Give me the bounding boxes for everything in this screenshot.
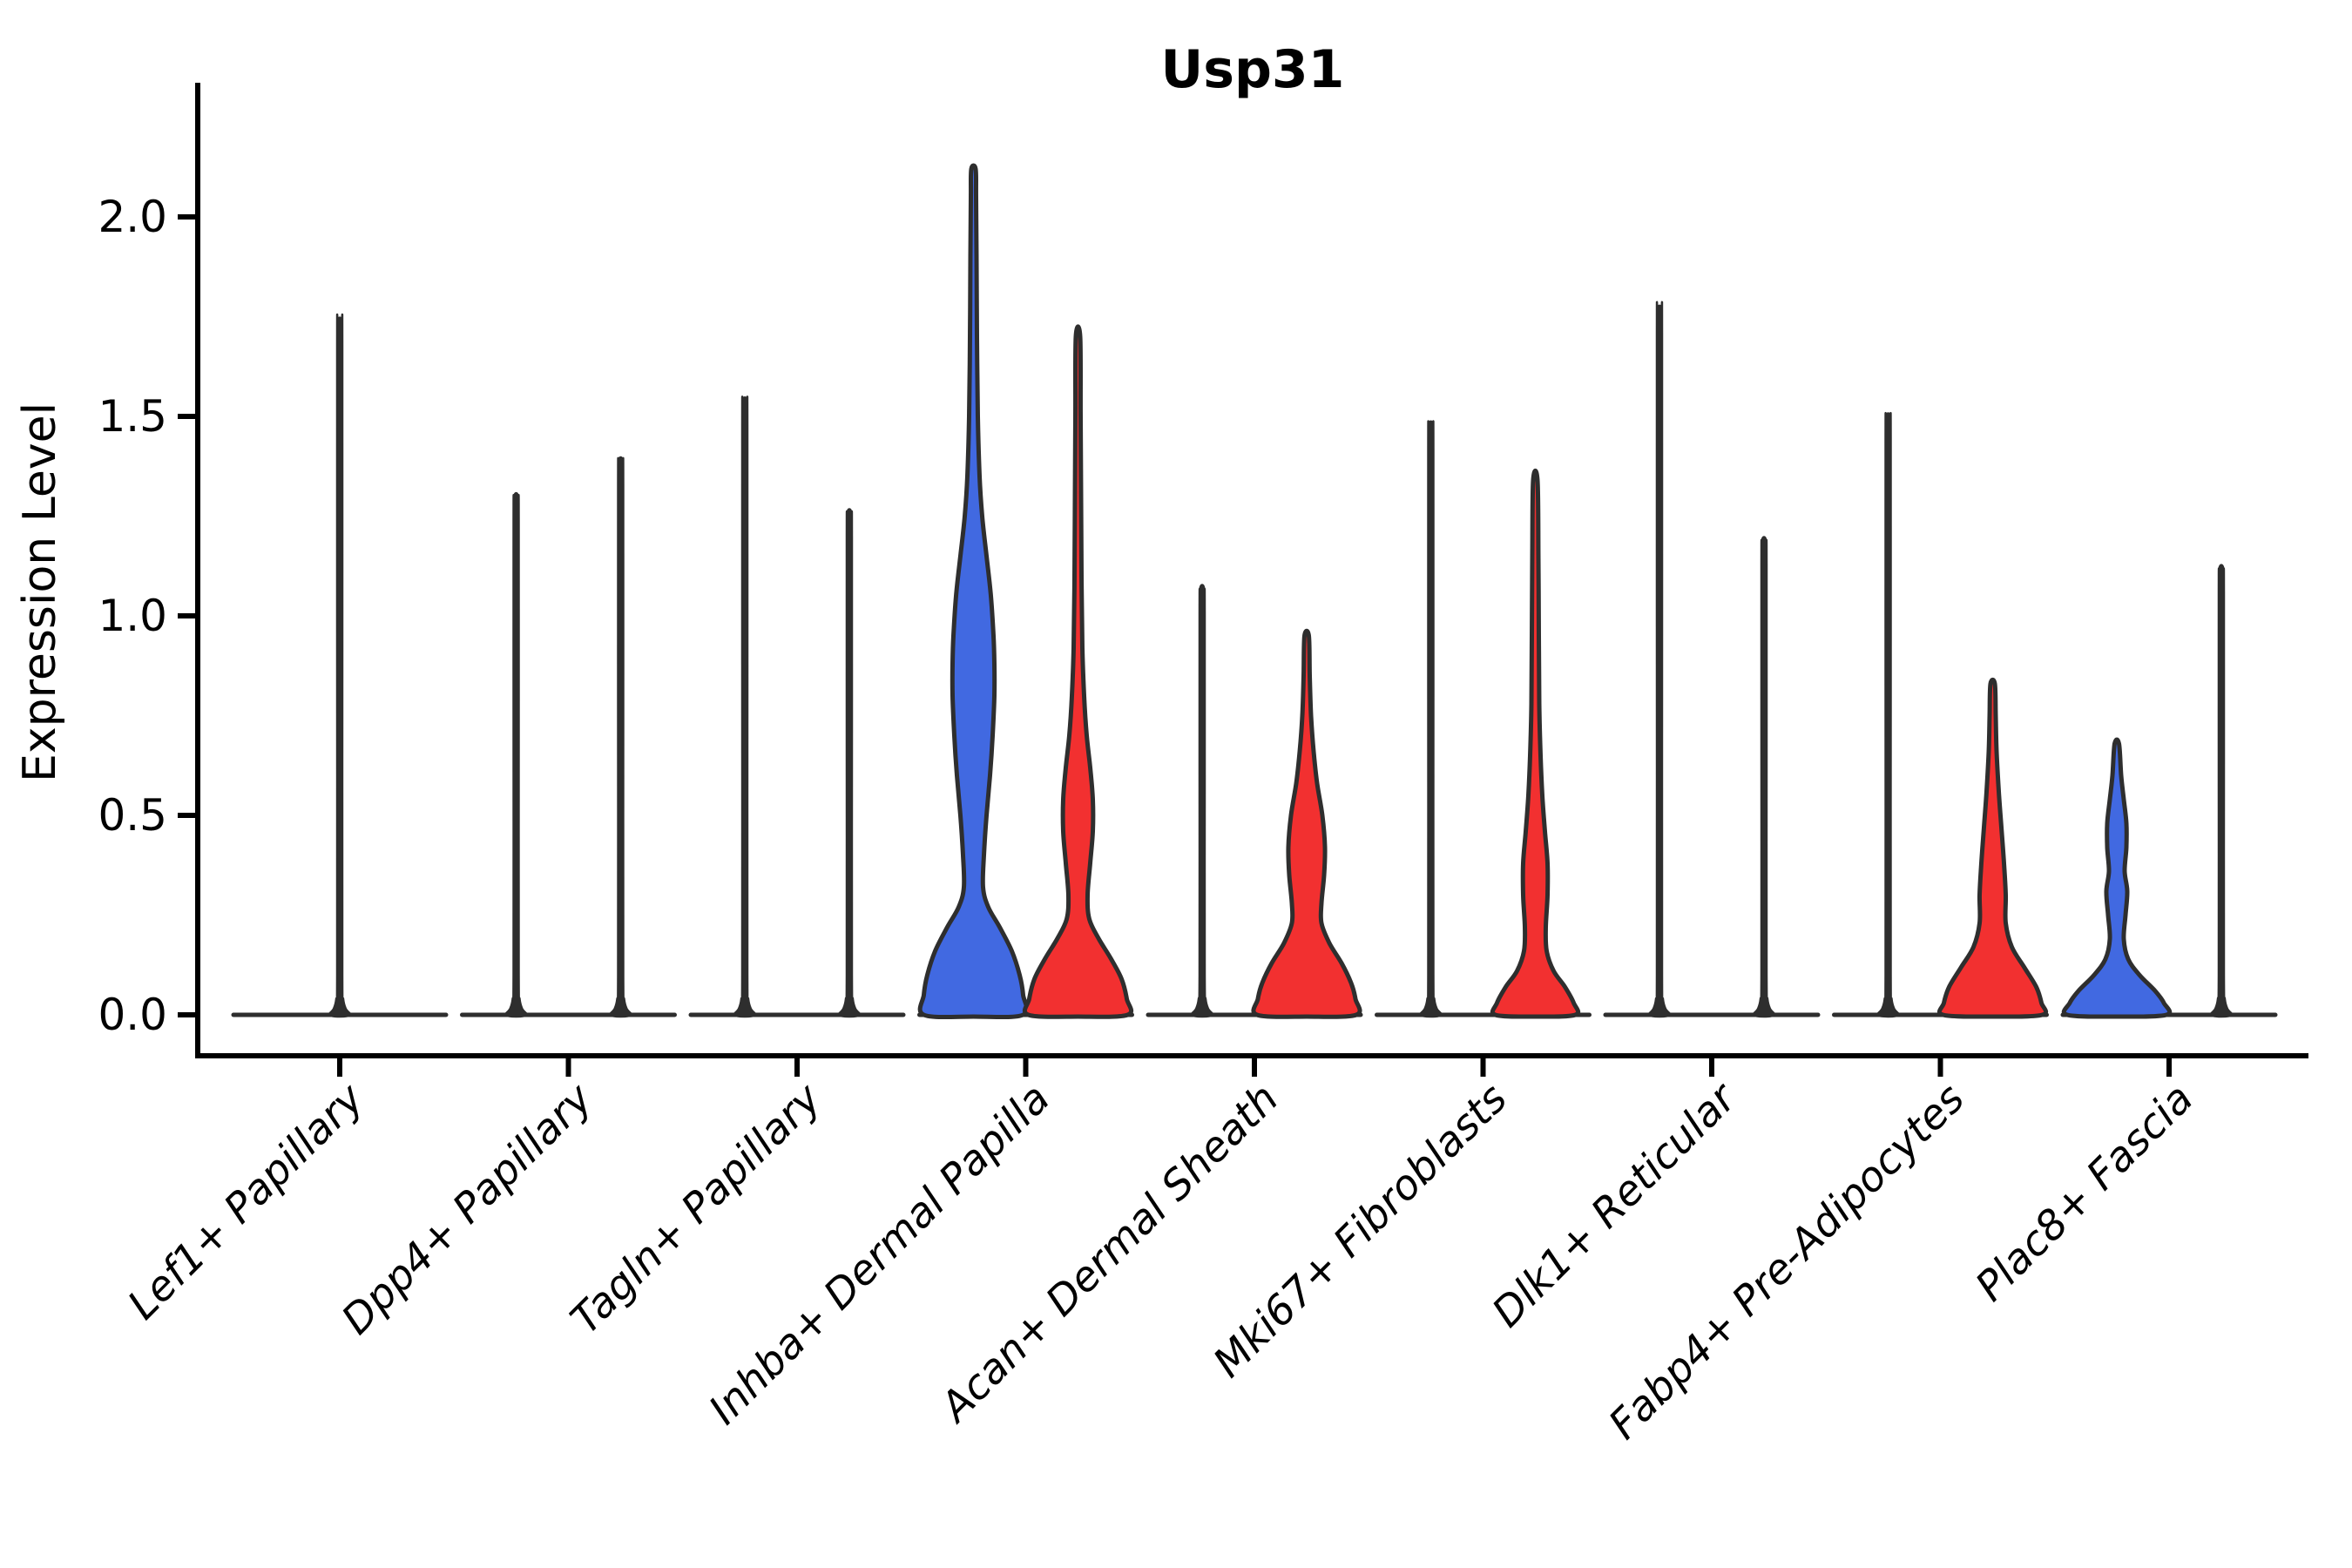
x-category-label: Dlk1+ Reticular — [1484, 1073, 1747, 1337]
violin-shape — [1936, 677, 2049, 1019]
y-tick-label: 2.0 — [98, 192, 167, 242]
violin-shape — [917, 163, 1030, 1020]
violin-spike — [2209, 564, 2234, 1018]
y-tick-label: 1.0 — [98, 591, 167, 641]
y-tick-label: 0.0 — [98, 990, 167, 1040]
x-category-label: Lef1+ Papillary — [118, 1074, 374, 1329]
y-tick-label: 0.5 — [98, 790, 167, 841]
y-axis-label: Expression Level — [14, 402, 66, 782]
violin-spike — [1419, 420, 1443, 1018]
violin-spike — [1752, 536, 1776, 1018]
x-category-label: Dpp4+ Papillary — [333, 1074, 603, 1344]
violin-spike — [1190, 584, 1214, 1018]
violin-shape — [2061, 737, 2173, 1019]
violin-spike — [609, 456, 632, 1018]
y-tick-label: 1.5 — [98, 391, 167, 442]
violins-layer — [231, 163, 2278, 1020]
violin-spike — [504, 491, 528, 1018]
violin-shape — [1490, 468, 1581, 1019]
x-category-label: Tagln+ Papillary — [562, 1074, 832, 1344]
violin-spike — [1647, 301, 1672, 1018]
violin-shape — [1022, 324, 1134, 1019]
axes-layer: 0.0 0.5 1.0 1.5 2.0 — [98, 83, 2308, 1077]
violin-spike — [328, 313, 352, 1018]
x-category-label: Plac8+ Fascia — [1966, 1075, 2202, 1311]
violin-spike — [837, 508, 862, 1018]
chart-title: Usp31 — [1161, 39, 1345, 100]
violin-spike — [1876, 411, 1900, 1018]
violin-shape — [1251, 628, 1362, 1019]
violin-spike — [733, 395, 757, 1018]
